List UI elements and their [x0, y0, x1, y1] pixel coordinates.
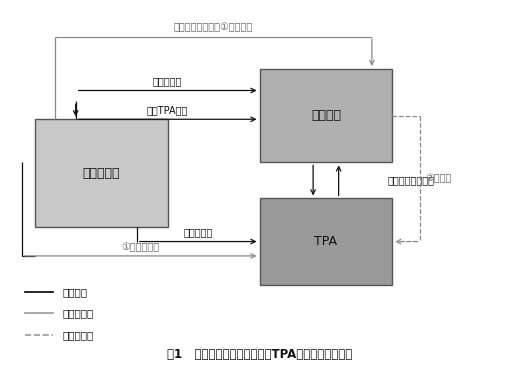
Text: 图1   直保公司、再保险公司与TPA三方服务协议结构: 图1 直保公司、再保险公司与TPA三方服务协议结构 [167, 348, 352, 361]
Text: 分保手续费（扣除①项费用）: 分保手续费（扣除①项费用） [174, 22, 253, 32]
Text: 指示现金流: 指示现金流 [63, 330, 94, 340]
Text: ②服务费: ②服务费 [426, 174, 452, 184]
Bar [260, 69, 392, 162]
Text: 再保险合同: 再保险合同 [153, 77, 182, 86]
Text: 选聘、谈判: 选聘、谈判 [184, 227, 213, 238]
Text: 直保公司: 直保公司 [311, 109, 341, 122]
Text: 再保险公司: 再保险公司 [83, 167, 120, 180]
Bar [35, 119, 168, 227]
Text: TPA: TPA [315, 235, 337, 248]
Text: ①垫付服务费: ①垫付服务费 [121, 242, 160, 252]
Text: 实付现金流: 实付现金流 [63, 308, 94, 318]
Text: 委托TPA选聘: 委托TPA选聘 [147, 105, 188, 115]
Text: 健康管理服务合同: 健康管理服务合同 [387, 176, 434, 185]
Text: 法律关系: 法律关系 [63, 287, 88, 297]
Bar [260, 198, 392, 285]
